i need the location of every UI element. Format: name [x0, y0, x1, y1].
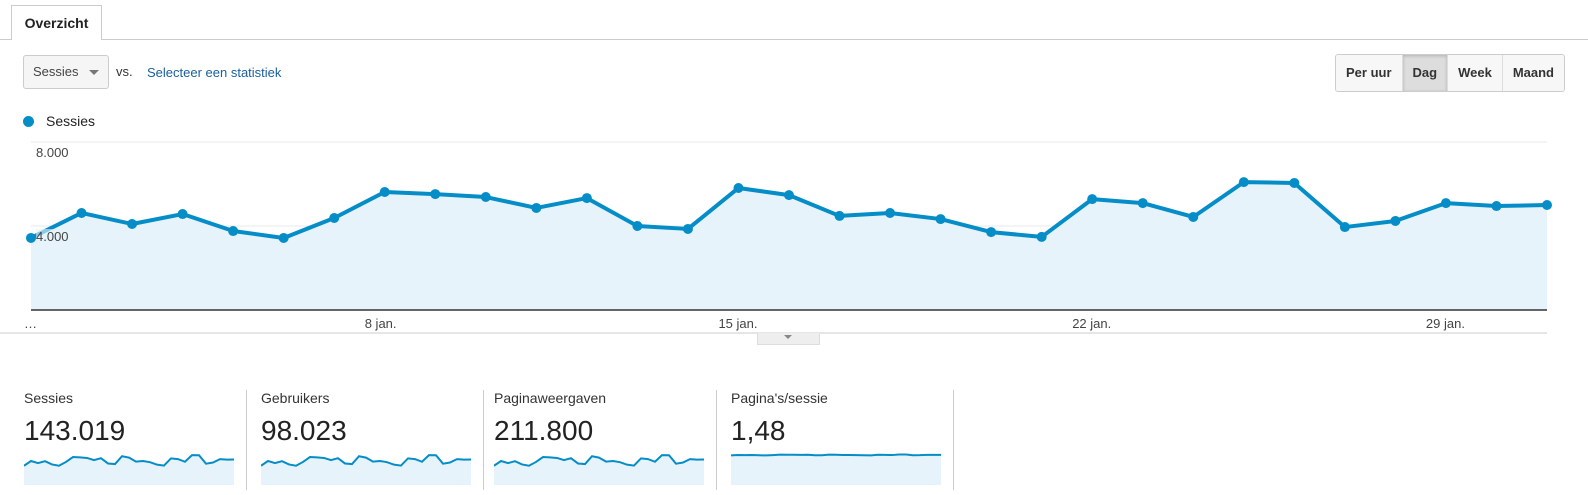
metric-title: Paginaweergaven: [494, 390, 607, 406]
metric-value: 1,48: [731, 415, 786, 446]
week-button[interactable]: Week: [1447, 55, 1502, 91]
x-tick-label: 15 jan.: [718, 316, 758, 331]
data-point: [885, 207, 896, 218]
chart-legend: Sessies: [23, 113, 95, 129]
sparkline: [731, 453, 941, 485]
data-point: [76, 207, 87, 218]
x-tick-label: 29 jan.: [1425, 316, 1465, 331]
maand-button[interactable]: Maand: [1501, 55, 1564, 91]
data-point: [784, 190, 794, 201]
data-point: [1137, 198, 1148, 209]
data-point: [127, 219, 138, 230]
data-point: [1339, 222, 1350, 233]
data-point: [733, 182, 744, 193]
data-point: [1188, 211, 1199, 222]
metric-title: Sessies: [24, 390, 74, 406]
tab-overzicht[interactable]: Overzicht: [11, 5, 102, 40]
expand-chart-button[interactable]: [757, 333, 820, 345]
data-point: [986, 227, 997, 238]
data-point: [228, 226, 239, 237]
data-point: [581, 193, 592, 204]
data-point: [935, 214, 946, 225]
tab-bar-divider: [0, 39, 1588, 40]
data-point: [379, 186, 390, 197]
metric-card[interactable]: Pagina's/sessie 1,48: [731, 390, 941, 490]
data-point: [177, 209, 188, 220]
data-point: [1491, 201, 1502, 212]
data-point: [834, 210, 845, 221]
sparkline: [494, 454, 704, 485]
granularity-buttons: Per uur Dag Week Maand: [1335, 54, 1565, 92]
metric-divider: [246, 390, 247, 490]
data-point: [1390, 215, 1401, 226]
metric-select[interactable]: Sessies: [23, 55, 109, 89]
metric-value: 211.800: [494, 415, 594, 446]
sparkline: [24, 454, 234, 485]
metric-title: Pagina's/sessie: [731, 390, 828, 406]
data-point: [329, 213, 340, 224]
data-point: [682, 223, 693, 234]
data-point: [1440, 198, 1451, 209]
y-tick-label: 4.000: [36, 229, 69, 244]
y-tick-label: 8.000: [36, 145, 69, 160]
data-point: [1289, 177, 1300, 188]
chevron-down-icon: [89, 70, 99, 75]
x-tick-label: 22 jan.: [1072, 316, 1112, 331]
data-point: [1087, 194, 1098, 205]
data-point: [1238, 177, 1249, 188]
metric-title: Gebruikers: [261, 390, 330, 406]
metric-value: 98.023: [261, 415, 347, 446]
metric-value: 143.019: [24, 415, 126, 446]
data-point: [430, 189, 441, 200]
metric-divider: [483, 390, 484, 490]
metric-card[interactable]: Paginaweergaven 211.800: [494, 390, 704, 490]
dag-button[interactable]: Dag: [1401, 55, 1448, 91]
select-metric-link[interactable]: Selecteer een statistiek: [147, 65, 282, 80]
x-tick-label: 8 jan.: [364, 316, 397, 331]
x-tick-label: …: [24, 316, 37, 331]
data-point: [1542, 200, 1552, 210]
chevron-down-icon: [784, 335, 792, 339]
sparkline: [261, 454, 471, 485]
metric-select-value: Sessies: [33, 64, 79, 79]
legend-label: Sessies: [46, 113, 96, 129]
data-point: [632, 221, 643, 231]
vs-label: vs.: [116, 64, 133, 79]
area-fill: [31, 182, 1547, 310]
legend-dot-icon: [23, 115, 34, 127]
metric-card[interactable]: Sessies 143.019: [24, 390, 234, 490]
metric-divider: [716, 390, 717, 490]
metric-divider: [953, 390, 954, 490]
data-point: [278, 232, 289, 243]
data-point: [26, 232, 36, 243]
data-point: [531, 202, 542, 213]
per-uur-button[interactable]: Per uur: [1336, 55, 1402, 91]
data-point: [480, 192, 491, 203]
sessions-chart[interactable]: [0, 130, 1588, 335]
metric-card[interactable]: Gebruikers 98.023: [261, 390, 471, 490]
data-point: [1036, 231, 1047, 242]
